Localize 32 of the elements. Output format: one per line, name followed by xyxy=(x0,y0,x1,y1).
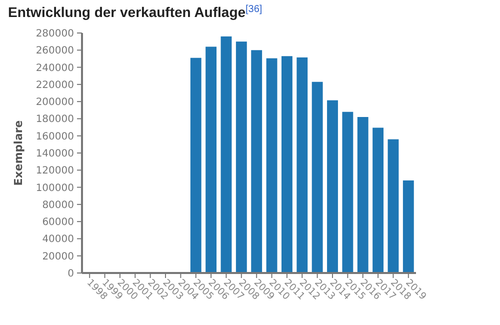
y-tick-label: 220000 xyxy=(36,80,74,91)
y-tick-label: 0 xyxy=(68,268,74,280)
bar xyxy=(220,36,232,273)
bar xyxy=(266,58,278,273)
bar xyxy=(388,139,399,273)
bar xyxy=(206,46,217,273)
bar xyxy=(342,112,354,273)
y-tick-label: 200000 xyxy=(36,97,74,108)
bar xyxy=(357,117,368,273)
y-tick-label: 180000 xyxy=(36,114,74,126)
y-tick-label: 240000 xyxy=(36,62,74,74)
bar xyxy=(251,50,262,273)
y-tick-label: 100000 xyxy=(36,182,74,194)
bar xyxy=(312,82,323,273)
bar xyxy=(281,56,292,273)
bar xyxy=(402,180,414,273)
bar xyxy=(190,58,202,273)
y-tick-label: 280000 xyxy=(36,28,74,40)
bar xyxy=(236,42,247,273)
y-tick-label: 160000 xyxy=(36,131,74,142)
bar xyxy=(372,128,384,273)
bar xyxy=(296,57,308,273)
y-tick-label: 60000 xyxy=(42,217,74,228)
y-tick-label: 80000 xyxy=(42,200,74,211)
chart-title: Entwicklung der verkauften Auflage$^{[36]}$ xyxy=(8,4,262,20)
y-tick-label: 140000 xyxy=(36,148,74,160)
y-tick-label: 20000 xyxy=(42,251,74,262)
y-axis-title: Exemplare xyxy=(12,120,25,186)
y-tick-label: 120000 xyxy=(36,166,74,177)
y-tick-label: 260000 xyxy=(36,46,74,57)
bar xyxy=(327,100,338,273)
y-tick-label: 40000 xyxy=(42,234,74,246)
